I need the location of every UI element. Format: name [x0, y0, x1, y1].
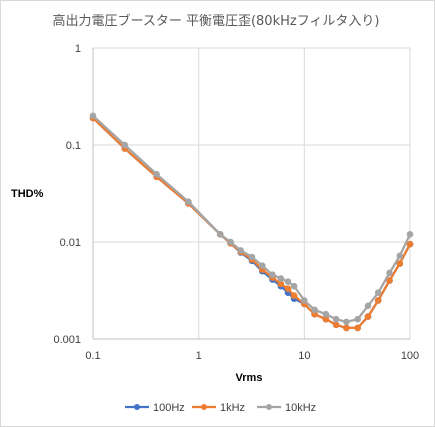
- x-tick-label: 100: [401, 350, 419, 362]
- legend-swatch-marker: [266, 404, 272, 410]
- series-100Hz: [89, 114, 414, 332]
- data-point: [396, 260, 404, 267]
- data-point: [301, 297, 308, 304]
- legend-item: 100Hz: [125, 402, 185, 414]
- data-point: [277, 275, 285, 282]
- data-point: [374, 297, 382, 304]
- x-tick-label: 1: [196, 350, 202, 362]
- x-axis-label: Vrms: [236, 372, 263, 384]
- data-point: [343, 318, 350, 326]
- grid: [92, 47, 411, 340]
- data-point: [322, 310, 330, 318]
- legend-label: 100Hz: [153, 402, 185, 414]
- data-point: [269, 271, 276, 279]
- data-point: [121, 141, 129, 149]
- data-point: [290, 292, 298, 299]
- legend-item: 1kHz: [192, 402, 245, 414]
- data-point: [216, 231, 224, 238]
- y-tick-label: 0.001: [53, 334, 81, 346]
- data-point: [185, 198, 192, 205]
- legend-swatch-marker: [134, 404, 140, 410]
- data-point: [364, 313, 372, 320]
- data-point: [227, 238, 234, 246]
- data-point: [354, 324, 362, 332]
- y-tick-label: 1: [75, 43, 81, 55]
- series-line: [92, 117, 411, 330]
- legend: 100Hz 1kHz 10kHz: [125, 402, 316, 414]
- legend-swatch-marker: [201, 404, 207, 410]
- data-point: [89, 112, 97, 120]
- data-point: [343, 324, 350, 332]
- data-point: [386, 277, 393, 284]
- data-point: [153, 170, 160, 178]
- data-point: [396, 252, 404, 260]
- x-tick-label: 10: [298, 350, 310, 362]
- y-tick-label: 0.01: [60, 237, 81, 249]
- chart-title: 高出力電圧ブースター 平衡電圧歪(80kHzフィルタ入り): [52, 13, 379, 29]
- data-point: [364, 302, 372, 310]
- data-point: [354, 315, 362, 323]
- series-line: [92, 114, 412, 324]
- legend-label: 1kHz: [220, 402, 245, 414]
- data-point: [311, 306, 318, 314]
- legend-item: 10kHz: [257, 402, 316, 414]
- data-point: [259, 262, 266, 270]
- y-tick-label: 0.1: [66, 140, 81, 152]
- data-point: [277, 280, 285, 288]
- series-group: [89, 112, 414, 332]
- series-1kHz: [89, 114, 414, 332]
- data-point: [290, 282, 298, 290]
- series-10kHz: [89, 112, 414, 326]
- data-point: [374, 289, 382, 297]
- data-point: [284, 285, 292, 293]
- data-point: [406, 240, 414, 248]
- data-point: [332, 315, 340, 323]
- data-point: [237, 247, 244, 254]
- series-line: [92, 117, 411, 330]
- tick-labels: 0.1 1 10 100 1 0.1 0.01 0.001: [53, 43, 419, 362]
- legend-label: 10kHz: [285, 402, 316, 414]
- data-point: [332, 321, 340, 329]
- y-axis-label: THD%: [11, 188, 44, 200]
- data-point: [406, 231, 414, 238]
- x-tick-label: 0.1: [85, 350, 100, 362]
- data-point: [248, 253, 256, 261]
- data-point: [284, 278, 292, 286]
- data-point: [386, 269, 393, 277]
